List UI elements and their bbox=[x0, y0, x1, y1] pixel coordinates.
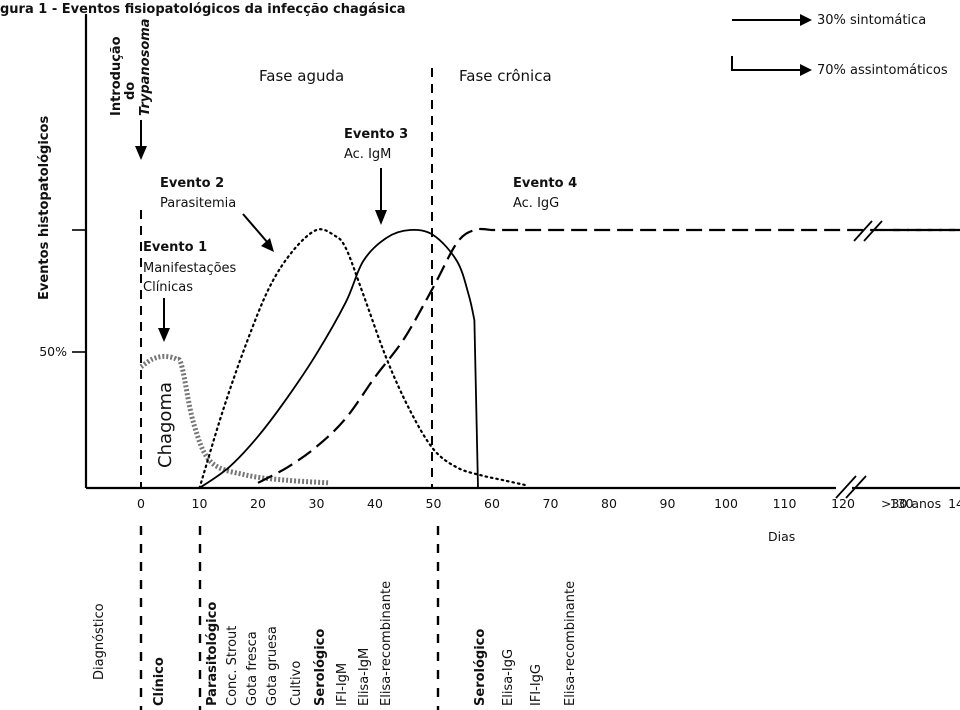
x-break-label: >30 anos bbox=[881, 496, 941, 511]
phase-chronic-label: Fase crônica bbox=[459, 67, 552, 85]
diag-method-parasitologico-4: Cultivo bbox=[289, 661, 304, 706]
diag-method-serologico-cronico-1: Elisa-IgG bbox=[501, 649, 516, 706]
diag-method-serologico-cronico-3: Elisa-recombinante bbox=[563, 581, 578, 706]
chart-series bbox=[139, 227, 960, 490]
x-tick-label-80: 80 bbox=[601, 496, 617, 511]
y-axis-label: Eventos histopatológicos bbox=[37, 116, 52, 300]
series-3-line bbox=[198, 228, 479, 489]
event-1-line-1: Manifestações bbox=[143, 261, 237, 276]
event-4-line-1: Ac. IgG bbox=[513, 196, 559, 211]
series-4-line bbox=[257, 227, 960, 484]
diag-method-serologico-agudo-1: IFI-IgM bbox=[335, 663, 350, 706]
event-1-arrowhead bbox=[158, 328, 170, 342]
event-2-line-1: Parasitemia bbox=[160, 196, 236, 211]
x-tick-label-130: 130 bbox=[890, 496, 914, 511]
series-2-line bbox=[198, 228, 529, 490]
x-tick-label-140: 140 bbox=[948, 496, 960, 511]
event-4-title: Evento 4 bbox=[513, 176, 577, 191]
legend-symptomatic: 30% sintomática bbox=[817, 13, 926, 28]
diag-header: Diagnóstico bbox=[92, 603, 107, 680]
figure-title: gura 1 - Eventos fisiopatológicos da inf… bbox=[0, 2, 406, 17]
event-2-arrowhead bbox=[261, 238, 274, 252]
x-tick-label-110: 110 bbox=[773, 496, 797, 511]
diag-group-parasitologico: Parasitológico bbox=[205, 602, 220, 706]
event-2-title: Evento 2 bbox=[160, 176, 224, 191]
x-tick-label-90: 90 bbox=[660, 496, 676, 511]
diagnostic-methods: Clínico Parasitológico Conc. Strout Gota fr… bbox=[152, 581, 578, 706]
event-3-title: Evento 3 bbox=[344, 127, 408, 142]
legend-arrowhead-symptomatic bbox=[800, 14, 812, 26]
legend-arrow-asymptomatic bbox=[731, 56, 800, 71]
diag-method-serologico-agudo-3: Elisa-recombinante bbox=[379, 581, 394, 706]
diag-group-serologico-agudo: Serológico bbox=[313, 629, 328, 706]
diagnostics-section: Diagnóstico Clínico Parasitológico Conc. S… bbox=[92, 526, 578, 710]
intro-label-3: Trypanosoma bbox=[138, 18, 153, 116]
axis-break bbox=[835, 475, 867, 499]
x-tick-label-40: 40 bbox=[367, 496, 383, 511]
x-axis-label: Dias bbox=[768, 529, 795, 544]
event-1-line-2: Clínicas bbox=[143, 280, 193, 295]
diag-group-clinico: Clínico bbox=[152, 657, 167, 706]
x-tick-label-20: 20 bbox=[250, 496, 266, 511]
y-tick-label-50: 50% bbox=[39, 344, 67, 359]
x-tick-label-10: 10 bbox=[192, 496, 208, 511]
diag-method-parasitologico-3: Gota gruesa bbox=[265, 626, 280, 706]
intro-arrowhead bbox=[135, 146, 147, 160]
diag-method-serologico-agudo-2: Elisa-IgM bbox=[357, 648, 372, 706]
legend-arrowhead-asymptomatic bbox=[800, 64, 812, 76]
x-tick-label-50: 50 bbox=[426, 496, 442, 511]
event-2-arrow bbox=[242, 213, 269, 244]
event-1-title: Evento 1 bbox=[143, 240, 207, 255]
intro-label-2: do bbox=[123, 82, 138, 100]
event-3-line-1: Ac. IgM bbox=[344, 147, 391, 162]
intro-label-1: Introdução bbox=[109, 36, 124, 116]
legend-asymptomatic: 70% assintomáticos bbox=[817, 63, 948, 78]
x-tick-label-120: 120 bbox=[831, 496, 855, 511]
diag-method-parasitologico-1: Conc. Strout bbox=[225, 626, 240, 706]
x-tick-label-60: 60 bbox=[484, 496, 500, 511]
diag-method-parasitologico-2: Gota fresca bbox=[245, 631, 260, 706]
x-tick-label-70: 70 bbox=[543, 496, 559, 511]
event-3-arrowhead bbox=[375, 210, 387, 225]
x-tick-label-100: 100 bbox=[714, 496, 738, 511]
x-tick-labels: 0102030405060708090100110120130140150 bbox=[137, 496, 960, 511]
chagoma-label: Chagoma bbox=[155, 382, 176, 468]
legend: 30% sintomática 70% assintomáticos bbox=[731, 13, 948, 78]
x-tick-label-30: 30 bbox=[309, 496, 325, 511]
diag-method-serologico-cronico-2: IFI-IgG bbox=[529, 664, 544, 706]
phase-acute-label: Fase aguda bbox=[259, 67, 344, 85]
diag-group-serologico-cronico: Serológico bbox=[473, 629, 488, 706]
x-tick-label-0: 0 bbox=[137, 496, 145, 511]
